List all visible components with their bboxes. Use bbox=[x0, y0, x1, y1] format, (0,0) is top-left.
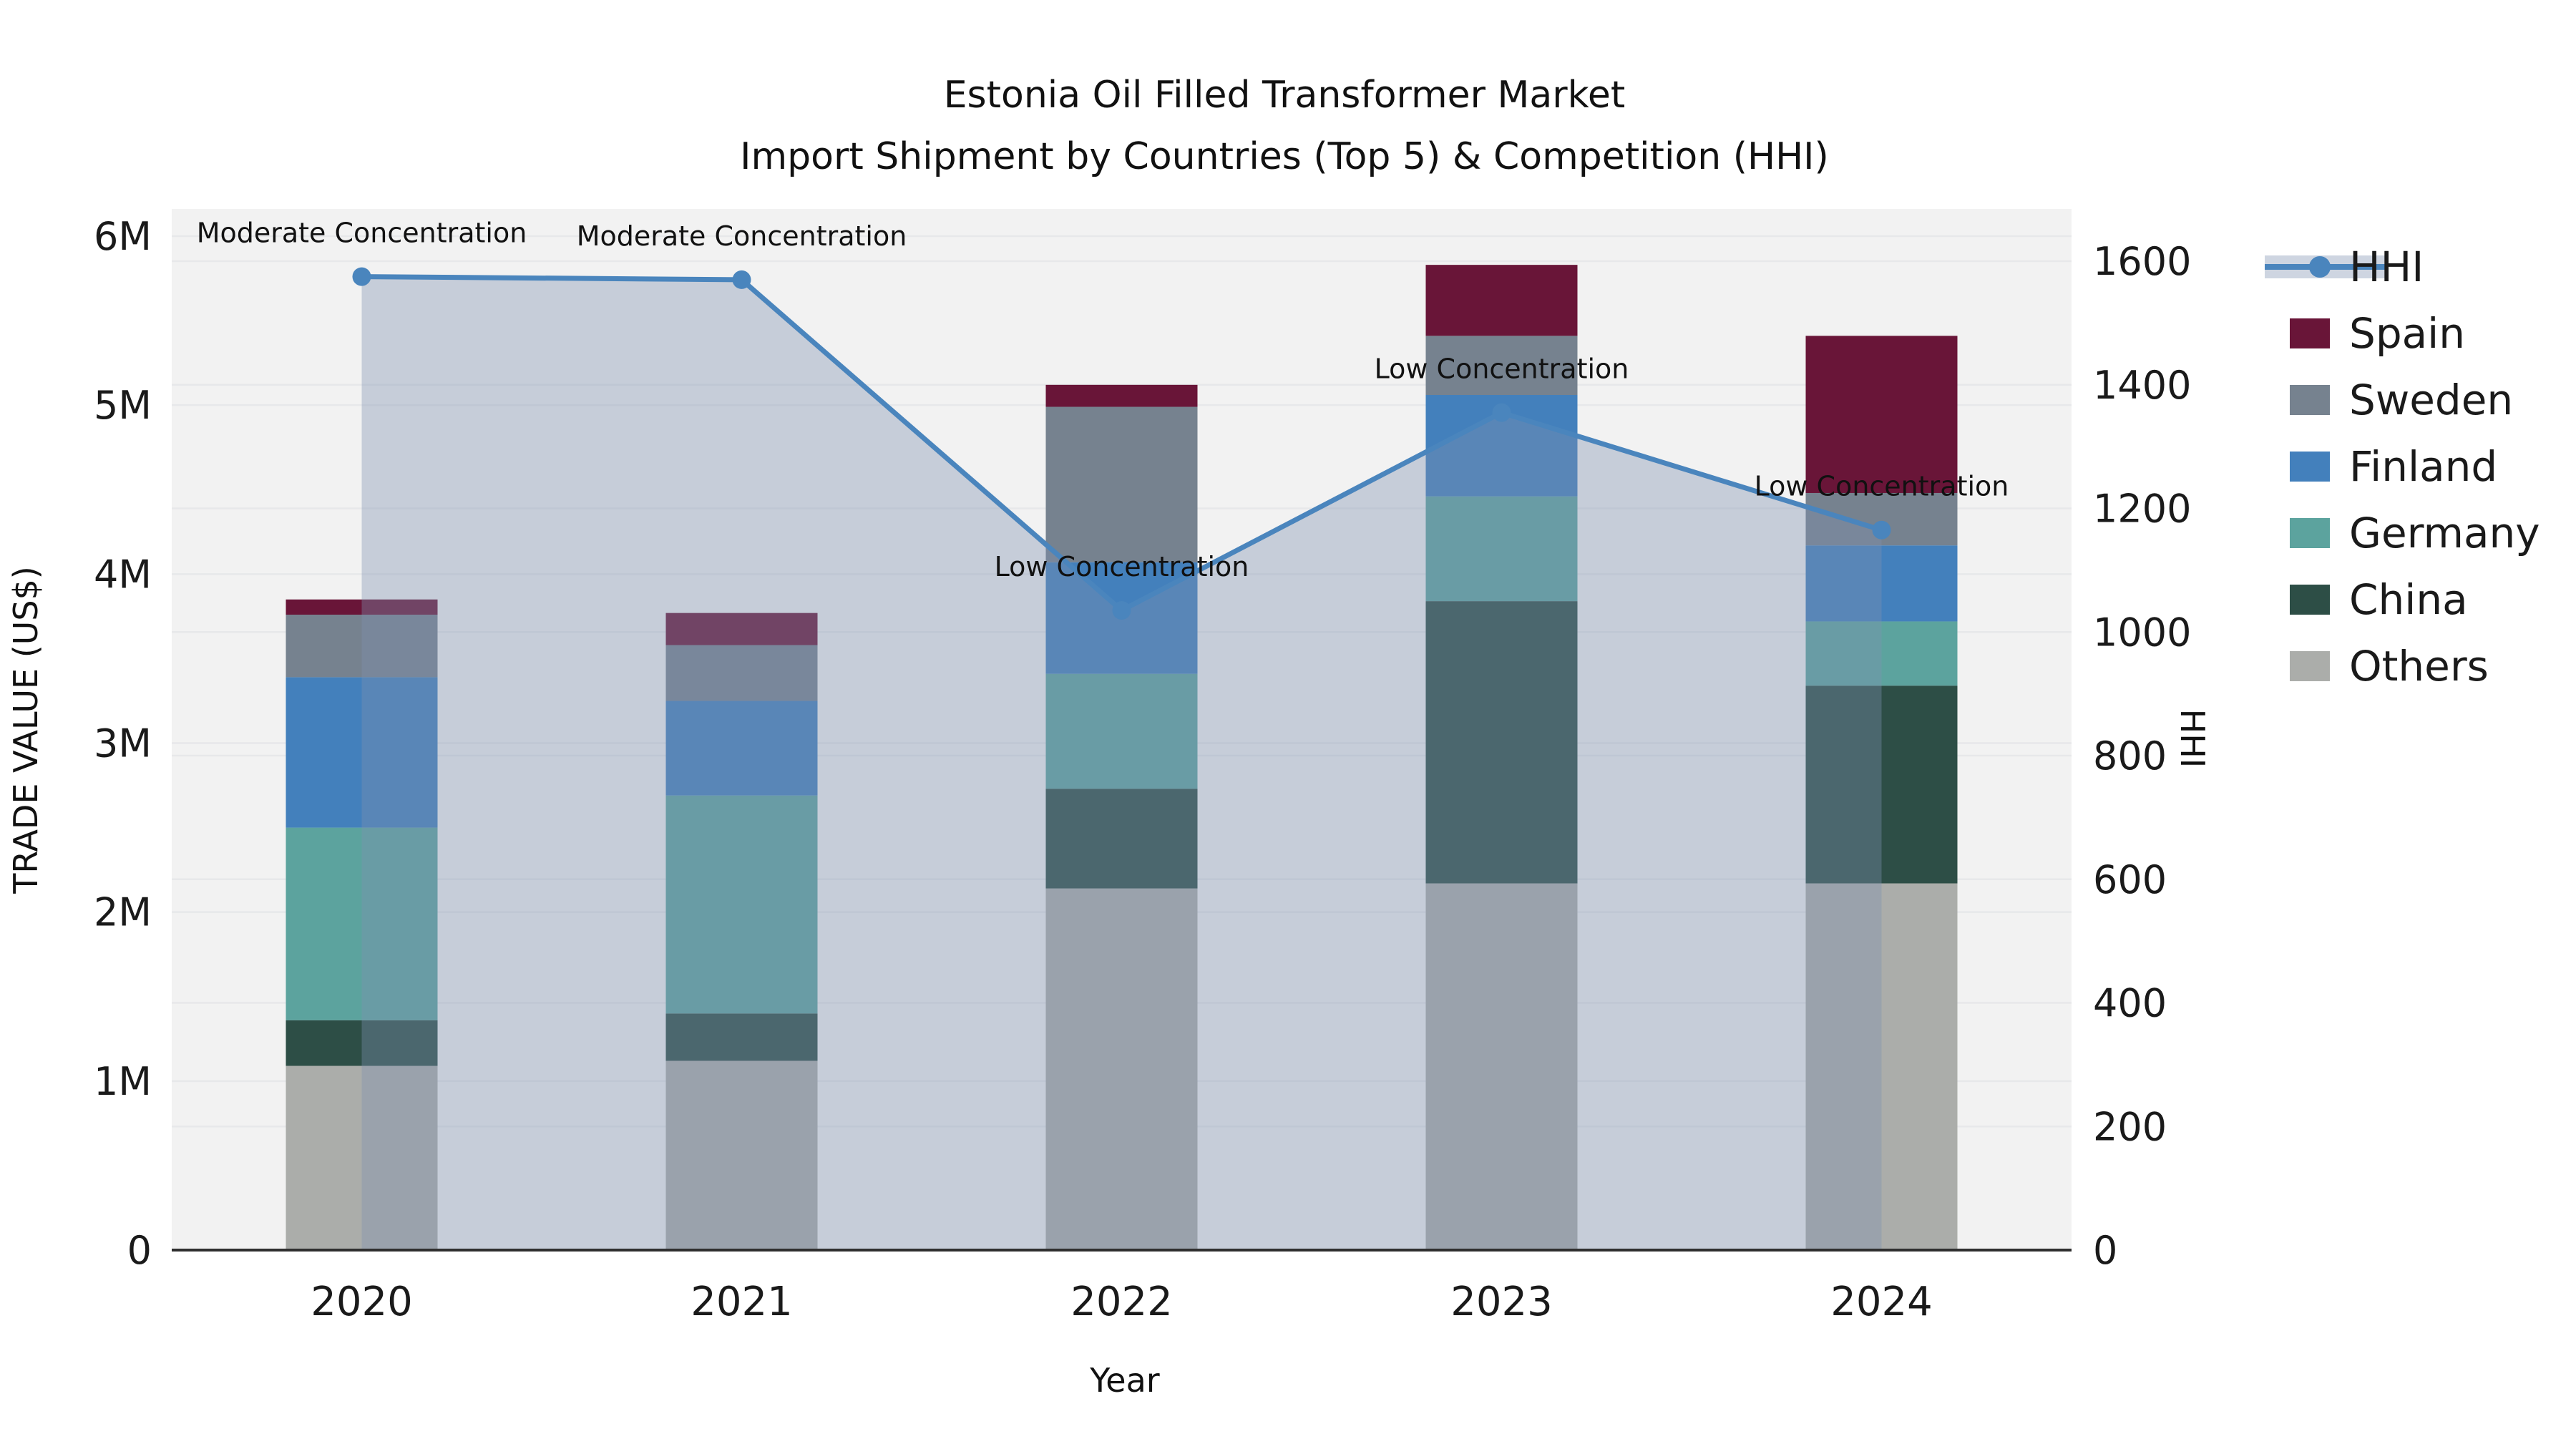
x-tick-2021: 2021 bbox=[691, 1279, 793, 1325]
bar-segment-2022-china bbox=[1045, 789, 1198, 889]
y-left-tick-2M: 2M bbox=[94, 890, 152, 935]
annotation-2022: Low Concentration bbox=[995, 551, 1249, 582]
bar-segment-2020-germany bbox=[286, 827, 438, 1020]
bar-segment-2024-spain bbox=[1805, 336, 1958, 493]
bar-segment-2020-china bbox=[286, 1020, 438, 1066]
bar-segment-2021-sweden bbox=[665, 645, 818, 701]
annotations-layer: Moderate Concentration Moderate Concentra… bbox=[197, 218, 2009, 582]
x-tick-2024: 2024 bbox=[1830, 1279, 1933, 1325]
y-right-tick-1200: 1200 bbox=[2093, 487, 2191, 532]
hhi-point-2020 bbox=[352, 267, 371, 286]
x-tick-2023: 2023 bbox=[1450, 1279, 1553, 1325]
hhi-point-2024 bbox=[1872, 520, 1891, 540]
legend-swatch-germany bbox=[2290, 518, 2330, 548]
bar-segment-2020-finland bbox=[286, 677, 438, 828]
legend-layer: HHI Spain Sweden Finland Germany China Others bbox=[2265, 243, 2540, 691]
bar-segment-2024-others bbox=[1805, 883, 1958, 1250]
bar-segment-2020-spain bbox=[286, 599, 438, 615]
bar-segment-2021-germany bbox=[665, 795, 818, 1014]
legend-item-finland: Finland bbox=[2290, 442, 2497, 491]
legend-label-hhi: HHI bbox=[2349, 243, 2424, 291]
legend-item-china: China bbox=[2290, 575, 2468, 624]
y-left-tick-5M: 5M bbox=[94, 383, 152, 428]
legend-item-others: Others bbox=[2290, 642, 2489, 691]
bar-segment-2022-germany bbox=[1045, 673, 1198, 789]
bar-segment-2023-spain bbox=[1425, 265, 1578, 336]
stacked-bars-layer bbox=[286, 265, 1958, 1250]
annotation-2021: Moderate Concentration bbox=[577, 220, 907, 252]
y-right-tick-0: 0 bbox=[2093, 1228, 2117, 1273]
chart-title-line1: Estonia Oil Filled Transformer Market bbox=[944, 74, 1626, 117]
y-right-tick-200: 200 bbox=[2093, 1104, 2167, 1149]
legend-label-sweden: Sweden bbox=[2349, 376, 2513, 424]
legend-label-germany: Germany bbox=[2349, 509, 2540, 557]
y-right-tick-1000: 1000 bbox=[2093, 610, 2191, 655]
legend-swatch-spain bbox=[2290, 318, 2330, 348]
bar-segment-2023-china bbox=[1425, 601, 1578, 884]
x-tick-2022: 2022 bbox=[1070, 1279, 1173, 1325]
legend-swatch-finland bbox=[2290, 452, 2330, 482]
legend-label-spain: Spain bbox=[2349, 309, 2465, 358]
annotation-2023: Low Concentration bbox=[1375, 353, 1629, 385]
y-right-tick-1400: 1400 bbox=[2093, 363, 2191, 408]
hhi-area-fill bbox=[361, 276, 1882, 1250]
hhi-point-2023 bbox=[1492, 403, 1511, 422]
bar-segment-2023-others bbox=[1425, 883, 1578, 1250]
y-left-axis-title: TRADE VALUE (US$) bbox=[6, 566, 45, 894]
y-right-tick-800: 800 bbox=[2093, 733, 2167, 779]
bar-segment-2022-spain bbox=[1045, 384, 1198, 407]
y-left-tick-3M: 3M bbox=[94, 721, 152, 766]
bar-segment-2021-finland bbox=[665, 701, 818, 796]
y-left-tick-6M: 6M bbox=[94, 214, 152, 259]
hhi-line-layer bbox=[352, 267, 1891, 620]
y-right-tick-600: 600 bbox=[2093, 857, 2167, 902]
bar-segment-2024-china bbox=[1805, 686, 1958, 884]
bar-segment-2021-others bbox=[665, 1060, 818, 1250]
legend-hhi-marker-icon bbox=[2309, 256, 2331, 278]
y-right-axis-title: HHI bbox=[2173, 709, 2212, 769]
legend-swatch-sweden bbox=[2290, 385, 2330, 415]
bar-segment-2022-others bbox=[1045, 888, 1198, 1250]
y-left-tick-1M: 1M bbox=[94, 1059, 152, 1104]
bar-segment-2020-others bbox=[286, 1065, 438, 1250]
legend-item-germany: Germany bbox=[2290, 509, 2540, 557]
hhi-point-2021 bbox=[732, 270, 751, 289]
bar-segment-2021-china bbox=[665, 1013, 818, 1061]
bar-segment-2023-germany bbox=[1425, 496, 1578, 602]
bar-segment-2020-sweden bbox=[286, 615, 438, 678]
tick-labels-layer: 0 1M 2M 3M 4M 5M 6M 0 200 400 600 800 1000 1200 1400 16… bbox=[94, 214, 2191, 1325]
y-right-tick-400: 400 bbox=[2093, 981, 2167, 1026]
legend-item-sweden: Sweden bbox=[2290, 376, 2513, 424]
hhi-area-fill-layer bbox=[361, 276, 1882, 1250]
y-left-tick-4M: 4M bbox=[94, 552, 152, 597]
chart-title-line2: Import Shipment by Countries (Top 5) & C… bbox=[740, 135, 1829, 178]
legend-label-others: Others bbox=[2349, 642, 2489, 691]
legend-swatch-others bbox=[2290, 651, 2330, 681]
legend-label-china: China bbox=[2349, 575, 2468, 624]
legend-swatch-china bbox=[2290, 585, 2330, 615]
y-left-tick-0: 0 bbox=[127, 1228, 152, 1273]
legend-item-spain: Spain bbox=[2290, 309, 2465, 358]
bar-segment-2023-sweden bbox=[1425, 336, 1578, 395]
legend-item-hhi: HHI bbox=[2265, 243, 2424, 291]
bar-segment-2022-sweden bbox=[1045, 406, 1198, 562]
annotation-2020: Moderate Concentration bbox=[197, 218, 527, 249]
x-tick-2020: 2020 bbox=[311, 1279, 413, 1325]
y-right-tick-1600: 1600 bbox=[2093, 239, 2191, 284]
bar-segment-2021-spain bbox=[665, 613, 818, 645]
legend-label-finland: Finland bbox=[2349, 442, 2497, 491]
annotation-2024: Low Concentration bbox=[1755, 471, 2009, 502]
bar-segment-2024-finland bbox=[1805, 545, 1958, 622]
bar-segment-2024-germany bbox=[1805, 621, 1958, 686]
x-axis-title: Year bbox=[1089, 1361, 1159, 1400]
hhi-point-2022 bbox=[1112, 601, 1131, 620]
